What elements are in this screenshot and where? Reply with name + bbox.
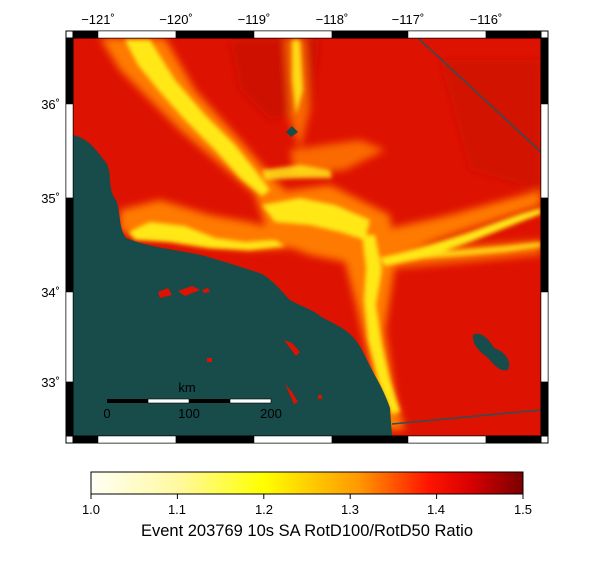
frame-segment — [407, 435, 487, 444]
scale-label-100: 100 — [178, 406, 200, 421]
deep-red-patch-east — [440, 60, 540, 190]
frame-segment — [253, 435, 333, 444]
latitude-labels: 36˚ 35˚ 34˚ 33˚ — [41, 97, 60, 390]
frame-segment — [72, 30, 99, 39]
frame-segment — [175, 30, 255, 39]
scale-segment-2 — [147, 398, 190, 404]
lon-label: −116˚ — [470, 12, 503, 27]
colorbar-gradient — [90, 471, 524, 495]
frame-corner-bl — [65, 435, 74, 444]
frame-segment — [540, 37, 549, 105]
island-8 — [404, 384, 408, 388]
frame-segment — [540, 291, 549, 383]
island-6 — [285, 384, 298, 404]
island-5 — [207, 358, 212, 362]
map-area — [73, 38, 541, 436]
east-yellow — [380, 208, 541, 266]
colorbar-tick-label: 1.0 — [82, 502, 100, 517]
scale-segment-1 — [107, 399, 148, 403]
corridor-yellow — [362, 235, 400, 414]
frame-segment — [485, 30, 542, 39]
frame-segment — [65, 197, 74, 293]
scale-segment-4 — [229, 398, 272, 404]
colorbar-tick-label: 1.2 — [255, 502, 273, 517]
coast-yellow — [128, 222, 285, 250]
border-line — [391, 409, 541, 425]
frame-segment — [540, 103, 549, 199]
frame-segment — [72, 435, 99, 444]
basin-yellow — [262, 198, 370, 240]
ocean — [73, 135, 392, 436]
island-1 — [158, 288, 172, 298]
frame-segment — [97, 435, 177, 444]
frame-segment — [65, 37, 74, 105]
scale-segment-3 — [189, 399, 230, 403]
island-4 — [284, 340, 300, 356]
scale-unit-label: km — [178, 380, 195, 395]
north-yellow — [292, 40, 303, 115]
lat-label: 33˚ — [41, 375, 60, 390]
frame-right-segments — [540, 37, 549, 437]
northeast-arm — [290, 140, 385, 175]
lon-label: −117˚ — [392, 12, 425, 27]
scale-label-200: 200 — [260, 406, 282, 421]
colorbar-tick-label: 1.3 — [341, 502, 359, 517]
longitude-labels: −121˚ −120˚ −119˚ −118˚ −117˚ −116˚ — [81, 12, 502, 27]
lon-label: −119˚ — [238, 12, 271, 27]
small-lake — [286, 126, 298, 137]
scale-label-0: 0 — [103, 406, 110, 421]
lat-label: 36˚ — [41, 97, 60, 112]
lat-label: 34˚ — [41, 285, 60, 300]
island-2 — [178, 286, 200, 296]
frame-segment — [540, 197, 549, 293]
frame-segment — [65, 381, 74, 437]
frame-segment — [485, 435, 542, 444]
lon-label: −118˚ — [316, 12, 349, 27]
frame-corner-tr — [540, 30, 549, 39]
frame-segment — [65, 103, 74, 199]
frame-segment — [253, 30, 333, 39]
valley-yellow — [125, 40, 270, 196]
frame-segment — [331, 435, 409, 444]
high-ratio-field — [125, 40, 541, 414]
frame-corner-br — [540, 435, 549, 444]
tehachapi-yellow — [262, 165, 332, 180]
island-3 — [202, 288, 210, 293]
frame-segment — [540, 381, 549, 437]
lat-label: 35˚ — [41, 191, 60, 206]
east-arm — [360, 190, 541, 260]
southeast-yellow — [395, 242, 541, 260]
fault-line-north — [417, 38, 541, 153]
colorbar-tick-label: 1.1 — [168, 502, 186, 517]
frame-bottom-segments — [72, 435, 542, 444]
frame-top-segments — [72, 30, 542, 39]
colorbar: 1.0 1.1 1.2 1.3 1.4 1.5 Event 203769 10s… — [82, 471, 532, 540]
frame-left-segments — [65, 37, 74, 437]
lon-label: −121˚ — [81, 12, 115, 27]
map-frame — [65, 30, 549, 444]
frame-segment — [175, 435, 255, 444]
frame-segment — [97, 30, 177, 39]
frame-segment — [65, 291, 74, 383]
island-7 — [318, 395, 322, 399]
frame-corner-tl — [65, 30, 74, 39]
colorbar-tick-label: 1.5 — [514, 502, 532, 517]
inland-lake — [472, 333, 510, 371]
scale-bar: km 0 100 200 — [103, 380, 281, 421]
colorbar-title: Event 203769 10s SA RotD100/RotD50 Ratio — [141, 522, 473, 540]
colorbar-ticks — [90, 494, 524, 499]
frame-segment — [407, 30, 487, 39]
frame-segment — [331, 30, 409, 39]
colorbar-tick-label: 1.4 — [427, 502, 445, 517]
lon-label: −120˚ — [159, 12, 193, 27]
